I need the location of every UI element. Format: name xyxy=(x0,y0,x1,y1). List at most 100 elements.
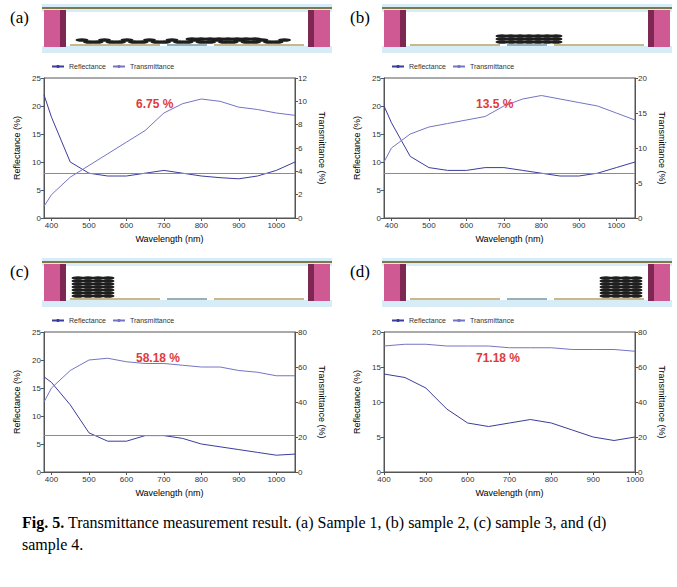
svg-text:80: 80 xyxy=(638,328,647,337)
svg-text:Wavelength (nm): Wavelength (nm) xyxy=(475,234,543,244)
svg-text:Reflectance (%): Reflectance (%) xyxy=(12,370,22,434)
html-text:(a): (a) xyxy=(10,8,29,27)
svg-text:25: 25 xyxy=(32,328,41,337)
svg-text:700: 700 xyxy=(503,475,517,484)
svg-text:Wavelength (nm): Wavelength (nm) xyxy=(475,488,543,498)
svg-text:500: 500 xyxy=(82,475,96,484)
svg-text:500: 500 xyxy=(419,475,433,484)
svg-text:Reflectance: Reflectance xyxy=(409,63,446,70)
svg-text:20: 20 xyxy=(638,74,647,83)
svg-text:1000: 1000 xyxy=(626,475,644,484)
svg-text:400: 400 xyxy=(45,475,59,484)
html-text:Fig. 5. Transmittance measurem: Fig. 5. Transmittance measurement result… xyxy=(22,514,607,553)
svg-text:5: 5 xyxy=(377,186,382,195)
svg-text:40: 40 xyxy=(298,398,307,407)
svg-text:Reflectance (%): Reflectance (%) xyxy=(12,116,22,180)
svg-text:Reflectance (%): Reflectance (%) xyxy=(352,116,362,180)
svg-text:900: 900 xyxy=(232,221,246,230)
svg-text:8: 8 xyxy=(298,120,303,129)
svg-text:20: 20 xyxy=(638,433,647,442)
svg-text:20: 20 xyxy=(32,356,41,365)
html-text:(d): (d) xyxy=(350,262,370,281)
svg-text:600: 600 xyxy=(461,475,475,484)
svg-text:700: 700 xyxy=(157,475,171,484)
svg-text:Transmittance: Transmittance xyxy=(130,63,174,70)
html-text:(c): (c) xyxy=(10,262,29,281)
svg-text:900: 900 xyxy=(572,221,586,230)
svg-text:2: 2 xyxy=(298,190,303,199)
svg-text:Wavelength (nm): Wavelength (nm) xyxy=(135,234,203,244)
svg-text:500: 500 xyxy=(82,221,96,230)
svg-text:700: 700 xyxy=(497,221,511,230)
svg-text:Reflectance: Reflectance xyxy=(409,317,446,324)
svg-text:13.5 %: 13.5 % xyxy=(476,97,514,111)
svg-text:15: 15 xyxy=(638,109,647,118)
svg-text:1000: 1000 xyxy=(267,475,285,484)
svg-text:15: 15 xyxy=(32,384,41,393)
svg-text:Wavelength (nm): Wavelength (nm) xyxy=(135,488,203,498)
svg-text:58.18 %: 58.18 % xyxy=(136,351,180,365)
svg-text:12: 12 xyxy=(298,74,307,83)
svg-text:800: 800 xyxy=(195,221,209,230)
svg-text:5: 5 xyxy=(37,440,42,449)
svg-text:Transmittance: Transmittance xyxy=(130,317,174,324)
svg-text:Reflectance: Reflectance xyxy=(69,317,106,324)
svg-text:15: 15 xyxy=(372,363,381,372)
svg-text:1000: 1000 xyxy=(607,221,625,230)
svg-text:5: 5 xyxy=(377,433,382,442)
svg-text:25: 25 xyxy=(32,74,41,83)
svg-text:80: 80 xyxy=(298,328,307,337)
svg-text:0: 0 xyxy=(298,468,303,477)
svg-text:0: 0 xyxy=(298,214,303,223)
svg-text:10: 10 xyxy=(298,97,307,106)
svg-text:600: 600 xyxy=(120,475,134,484)
svg-text:10: 10 xyxy=(372,398,381,407)
svg-text:Reflectance: Reflectance xyxy=(69,63,106,70)
svg-text:20: 20 xyxy=(372,328,381,337)
svg-text:Transmittance (%): Transmittance (%) xyxy=(317,365,327,438)
svg-text:400: 400 xyxy=(377,475,391,484)
svg-text:1000: 1000 xyxy=(267,221,285,230)
svg-text:700: 700 xyxy=(157,221,171,230)
svg-text:0: 0 xyxy=(37,214,42,223)
svg-text:Transmittance: Transmittance xyxy=(470,317,514,324)
svg-text:Transmittance: Transmittance xyxy=(470,63,514,70)
svg-text:600: 600 xyxy=(460,221,474,230)
svg-text:900: 900 xyxy=(232,475,246,484)
svg-text:900: 900 xyxy=(586,475,600,484)
svg-text:400: 400 xyxy=(45,221,59,230)
svg-text:20: 20 xyxy=(298,433,307,442)
svg-text:Transmittance (%): Transmittance (%) xyxy=(317,111,327,184)
svg-text:0: 0 xyxy=(377,214,382,223)
svg-text:10: 10 xyxy=(32,158,41,167)
svg-text:500: 500 xyxy=(422,221,436,230)
svg-text:10: 10 xyxy=(638,144,647,153)
svg-text:6.75 %: 6.75 % xyxy=(136,97,174,111)
svg-text:60: 60 xyxy=(638,363,647,372)
svg-text:60: 60 xyxy=(298,363,307,372)
svg-text:10: 10 xyxy=(32,412,41,421)
svg-text:15: 15 xyxy=(372,130,381,139)
svg-text:4: 4 xyxy=(298,167,303,176)
svg-text:Transmittance (%): Transmittance (%) xyxy=(657,111,667,184)
svg-text:800: 800 xyxy=(195,475,209,484)
svg-text:600: 600 xyxy=(120,221,134,230)
svg-text:15: 15 xyxy=(32,130,41,139)
svg-text:71.18 %: 71.18 % xyxy=(476,351,520,365)
svg-text:10: 10 xyxy=(372,158,381,167)
svg-text:800: 800 xyxy=(545,475,559,484)
svg-text:400: 400 xyxy=(385,221,399,230)
svg-text:40: 40 xyxy=(638,398,647,407)
svg-text:Reflectance (%): Reflectance (%) xyxy=(352,370,362,434)
svg-text:800: 800 xyxy=(535,221,549,230)
svg-text:20: 20 xyxy=(372,102,381,111)
svg-text:Transmittance (%): Transmittance (%) xyxy=(657,365,667,438)
svg-text:5: 5 xyxy=(638,179,643,188)
svg-text:20: 20 xyxy=(32,102,41,111)
svg-text:0: 0 xyxy=(638,214,643,223)
html-text:(b): (b) xyxy=(350,8,370,27)
svg-text:5: 5 xyxy=(37,186,42,195)
svg-text:0: 0 xyxy=(37,468,42,477)
svg-text:6: 6 xyxy=(298,144,303,153)
svg-text:25: 25 xyxy=(372,74,381,83)
